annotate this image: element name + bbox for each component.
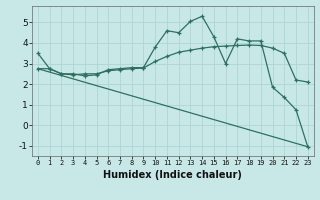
X-axis label: Humidex (Indice chaleur): Humidex (Indice chaleur) xyxy=(103,170,242,180)
